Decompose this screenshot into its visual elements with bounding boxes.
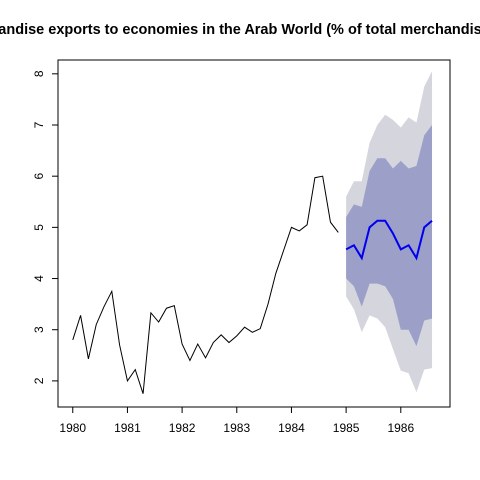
y-tick-label: 8 xyxy=(32,70,46,77)
history-line xyxy=(72,175,339,394)
prediction-band xyxy=(346,124,433,347)
x-tick-label: 1983 xyxy=(223,421,250,435)
forecast-line xyxy=(345,219,433,261)
x-tick-label: 1985 xyxy=(333,421,360,435)
y-tick-label: 6 xyxy=(32,173,46,180)
y-tick-label: 2 xyxy=(32,377,46,384)
x-tick-label: 1984 xyxy=(278,421,305,435)
chart-title: andise exports to economies in the Arab … xyxy=(0,22,480,38)
x-tick-label: 1981 xyxy=(114,421,141,435)
y-tick-label: 7 xyxy=(32,121,46,128)
y-tick-label: 4 xyxy=(32,275,46,282)
x-tick-label: 1982 xyxy=(169,421,196,435)
x-tick-label: 1986 xyxy=(387,421,414,435)
x-tick-label: 1980 xyxy=(59,421,86,435)
y-tick-label: 3 xyxy=(32,326,46,333)
plot-frame xyxy=(57,59,451,408)
y-tick-label: 5 xyxy=(32,224,46,231)
